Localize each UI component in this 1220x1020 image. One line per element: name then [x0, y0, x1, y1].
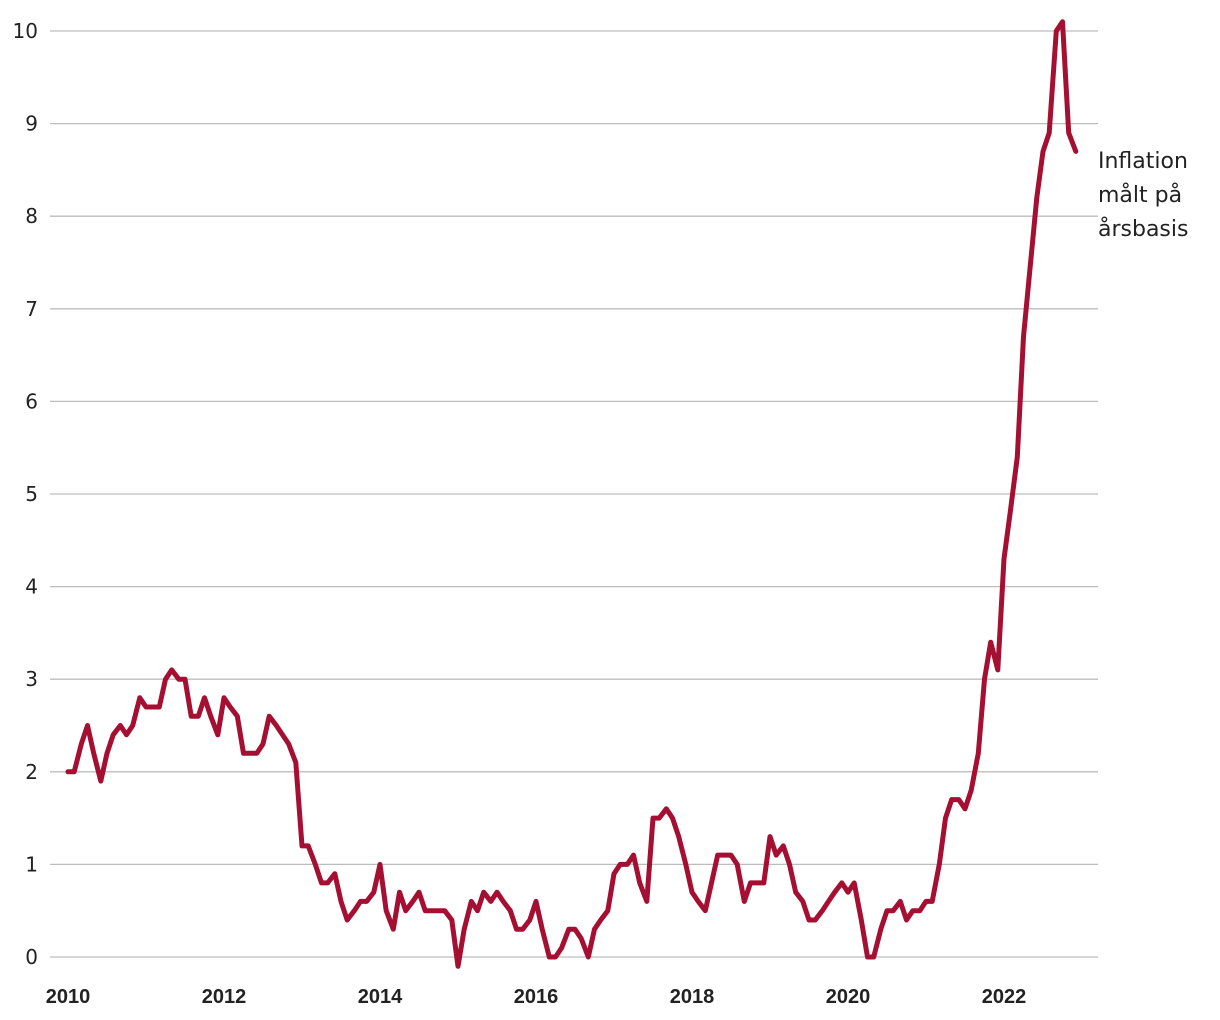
x-tick-label: 2022: [982, 986, 1027, 1008]
gridlines: [50, 30, 1098, 958]
series-label: Inflation målt på årsbasis: [1098, 149, 1188, 242]
y-tick-label: 8: [25, 204, 38, 228]
x-tick-label: 2018: [670, 986, 715, 1008]
y-tick-label: 0: [25, 945, 38, 969]
y-tick-label: 10: [13, 19, 38, 43]
x-axis-tick-labels: 2010 2012 2014 2016 2018 2020 2022: [46, 986, 1027, 1008]
x-tick-label: 2010: [46, 986, 91, 1008]
y-tick-label: 2: [25, 760, 38, 784]
series-label-line: årsbasis: [1098, 216, 1188, 242]
y-tick-label: 6: [25, 389, 38, 413]
y-tick-label: 3: [25, 667, 38, 691]
y-tick-label: 7: [25, 297, 38, 321]
y-axis-tick-labels: 0 1 2 3 4 5 6 7 8 9 10: [13, 19, 38, 969]
x-tick-label: 2016: [514, 986, 559, 1008]
x-tick-label: 2020: [826, 986, 871, 1008]
y-tick-label: 5: [25, 482, 38, 506]
inflation-series-line: [65, 19, 1079, 969]
series-label-line: Inflation: [1098, 149, 1188, 174]
y-tick-label: 9: [25, 112, 38, 136]
x-tick-label: 2014: [358, 986, 403, 1008]
x-tick-label: 2012: [202, 986, 247, 1008]
series-label-line: målt på: [1098, 182, 1182, 208]
y-tick-label: 1: [25, 852, 38, 876]
y-tick-label: 4: [25, 575, 38, 599]
